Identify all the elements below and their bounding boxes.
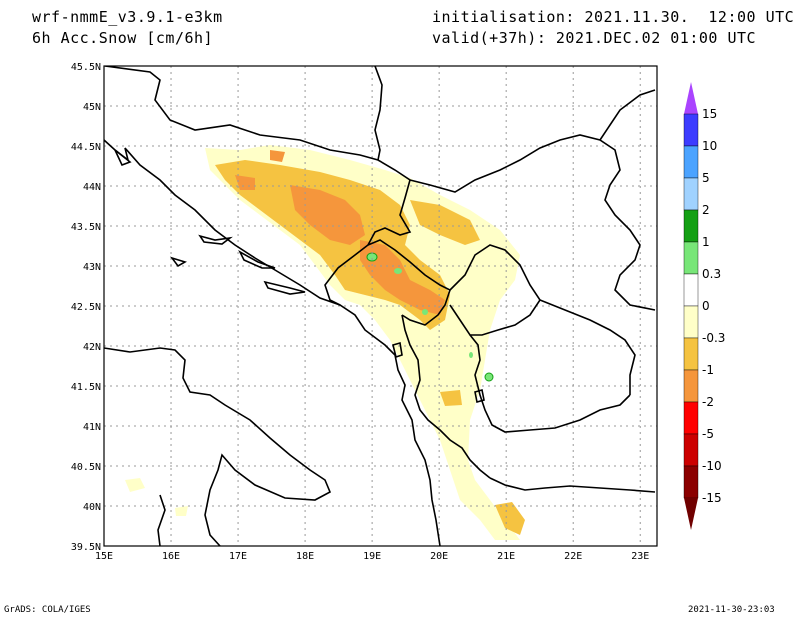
colorbar-segment bbox=[683, 177, 699, 211]
snow-field bbox=[125, 145, 525, 540]
colorbar-label: 15 bbox=[702, 107, 717, 121]
snow-spot-green bbox=[469, 352, 473, 358]
snow-area-medium bbox=[495, 502, 525, 535]
colorbar-segment bbox=[683, 305, 699, 339]
colorbar-top-arrow bbox=[684, 82, 698, 114]
field-title: 6h Acc.Snow [cm/6h] bbox=[32, 29, 214, 47]
lat-tick-label: 40N bbox=[83, 502, 101, 513]
footer-timestamp: 2021-11-30-23:03 bbox=[688, 605, 775, 615]
colorbar-label: -2 bbox=[702, 395, 714, 409]
colorbar: 15 10 5 2 1 0.3 0 -0.3 -1 -2 -5 -10 -15 bbox=[683, 82, 725, 530]
island bbox=[263, 280, 306, 295]
colorbar-segment bbox=[683, 145, 699, 179]
coastlines-borders bbox=[104, 66, 656, 546]
colorbar-segment bbox=[683, 273, 699, 307]
lon-tick-label: 22E bbox=[564, 551, 582, 562]
longitude-labels: 15E 16E 17E 18E 19E 20E 21E 22E 23E bbox=[95, 551, 649, 562]
snow-spot-green bbox=[422, 309, 428, 315]
lake bbox=[474, 388, 485, 404]
lat-tick-label: 42N bbox=[83, 342, 101, 353]
lat-tick-label: 45.5N bbox=[71, 62, 101, 73]
colorbar-label: -15 bbox=[702, 491, 722, 505]
lat-tick-label: 45N bbox=[83, 102, 101, 113]
colorbar-label: -5 bbox=[702, 427, 714, 441]
border bbox=[401, 314, 491, 479]
colorbar-label: -0.3 bbox=[702, 331, 725, 345]
snow-area-heavy bbox=[290, 185, 365, 245]
snow-area-light bbox=[125, 478, 145, 492]
colorbar-segment bbox=[683, 369, 699, 403]
colorbar-segment bbox=[683, 401, 699, 435]
lat-tick-label: 43N bbox=[83, 262, 101, 273]
colorbar-bottom-arrow bbox=[684, 498, 698, 530]
island bbox=[114, 149, 132, 167]
colorbar-label: 1 bbox=[702, 235, 710, 249]
border bbox=[104, 66, 412, 306]
colorbar-label: 2 bbox=[702, 203, 710, 217]
model-title: wrf-nmmE_v3.9.1-e3km bbox=[32, 8, 223, 26]
footer-credit: GrADS: COLA/IGES bbox=[4, 605, 91, 615]
border bbox=[409, 134, 656, 311]
lon-tick-label: 19E bbox=[363, 551, 381, 562]
lake bbox=[392, 341, 403, 359]
lat-tick-label: 42.5N bbox=[71, 302, 101, 313]
snow-area-light bbox=[175, 506, 188, 516]
latitude-labels: 45.5N 45N 44.5N 44N 43.5N 43N 42.5N 42N 41.5N 41N… bbox=[71, 62, 101, 553]
colorbar-segment bbox=[683, 337, 699, 371]
lat-tick-label: 44.5N bbox=[71, 142, 101, 153]
snow-area-heavy bbox=[360, 240, 445, 315]
lat-tick-label: 43.5N bbox=[71, 222, 101, 233]
init-time: initialisation: 2021.11.30. 12:00 UTC bbox=[432, 8, 795, 26]
valid-time: valid(+37h): 2021.DEC.02 01:00 UTC bbox=[432, 29, 757, 47]
snow-area-medium bbox=[440, 390, 462, 406]
lat-tick-label: 40.5N bbox=[71, 462, 101, 473]
lon-tick-label: 15E bbox=[95, 551, 113, 562]
colorbar-segment bbox=[683, 433, 699, 467]
border bbox=[374, 66, 383, 161]
lat-tick-label: 41.5N bbox=[71, 382, 101, 393]
lon-tick-label: 16E bbox=[162, 551, 180, 562]
lon-tick-label: 23E bbox=[631, 551, 649, 562]
lon-tick-label: 18E bbox=[296, 551, 314, 562]
colorbar-label: 0.3 bbox=[702, 267, 721, 281]
border bbox=[367, 239, 451, 326]
coastline-italy bbox=[104, 347, 332, 546]
snow-area-heavy bbox=[270, 150, 285, 162]
coastline-italy-heel bbox=[157, 494, 166, 546]
colorbar-segment bbox=[683, 209, 699, 243]
colorbar-label: -1 bbox=[702, 363, 714, 377]
lon-tick-label: 17E bbox=[229, 551, 247, 562]
snow-spot-green bbox=[394, 268, 402, 274]
snow-area-light bbox=[205, 145, 520, 540]
colorbar-label: -10 bbox=[702, 459, 722, 473]
colorbar-label: 10 bbox=[702, 139, 717, 153]
colorbar-segment bbox=[683, 465, 699, 499]
border bbox=[469, 334, 631, 433]
lon-tick-label: 21E bbox=[497, 551, 515, 562]
snow-area-medium bbox=[410, 200, 480, 245]
island bbox=[169, 256, 188, 268]
colorbar-segment bbox=[683, 113, 699, 147]
lat-tick-label: 39.5N bbox=[71, 542, 101, 553]
island bbox=[198, 234, 233, 245]
lat-tick-label: 41N bbox=[83, 422, 101, 433]
colorbar-label: 5 bbox=[702, 171, 710, 185]
island bbox=[238, 250, 276, 269]
colorbar-label: 0 bbox=[702, 299, 710, 313]
snow-spot-green bbox=[484, 372, 494, 382]
border bbox=[489, 477, 656, 493]
border bbox=[539, 299, 636, 395]
border bbox=[599, 89, 656, 141]
map-frame bbox=[103, 65, 658, 547]
lon-tick-label: 20E bbox=[430, 551, 448, 562]
colorbar-segment bbox=[683, 241, 699, 275]
map-gridlines bbox=[104, 66, 657, 546]
lat-tick-label: 44N bbox=[83, 182, 101, 193]
